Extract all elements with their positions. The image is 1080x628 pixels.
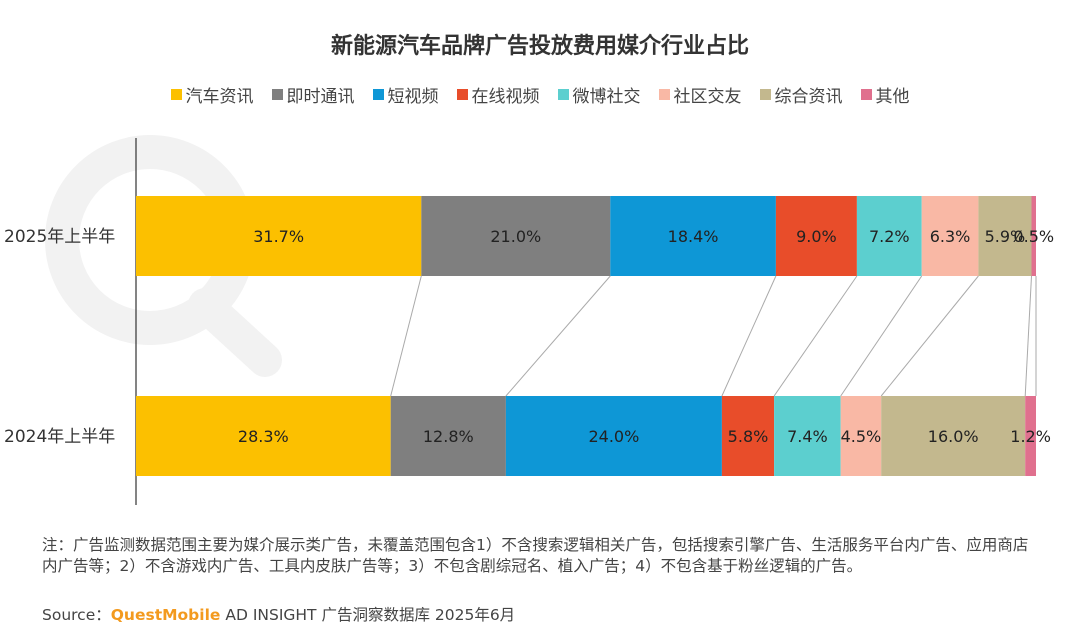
legend-label: 综合资讯 xyxy=(774,87,843,107)
connector-line xyxy=(1024,275,1032,397)
connector-line xyxy=(721,275,777,397)
legend-label: 社区交友 xyxy=(673,87,742,107)
legend-label: 即时通讯 xyxy=(286,87,355,107)
legend-item: 综合资讯 xyxy=(759,82,843,107)
data-label: 0.5% xyxy=(1013,227,1054,246)
bar-segment xyxy=(774,396,841,476)
category-label: 2025年上半年 xyxy=(4,227,115,247)
source-brand: QuestMobile xyxy=(110,606,221,624)
legend-label: 其他 xyxy=(875,87,910,107)
legend-item: 社区交友 xyxy=(658,82,742,107)
data-label: 24.0% xyxy=(588,427,639,446)
data-label: 18.4% xyxy=(668,227,719,246)
legend-swatch xyxy=(759,89,771,100)
legend-item: 其他 xyxy=(860,82,910,107)
data-label: 6.3% xyxy=(930,227,971,246)
bar-segment xyxy=(978,196,1032,276)
data-label: 7.4% xyxy=(787,427,828,446)
legend-item: 即时通讯 xyxy=(271,82,355,107)
bar-segment xyxy=(390,396,506,476)
footnote: 注：广告监测数据范围主要为媒介展示类广告，未覆盖范围包含1）不含搜索逻辑相关广告… xyxy=(42,536,1029,575)
legend: 汽车资讯 即时通讯 短视频 在线视频 微博社交 社区交友 综合资讯 其他 xyxy=(0,82,1080,107)
data-label: 31.7% xyxy=(253,227,304,246)
source-suffix: AD INSIGHT 广告洞察数据库 2025年6月 xyxy=(220,606,516,624)
bar-segment xyxy=(921,196,979,276)
bar-segment xyxy=(1031,196,1036,276)
legend-label: 微博社交 xyxy=(572,87,641,107)
source-prefix: Source： xyxy=(42,606,111,624)
bar-segment xyxy=(136,196,422,276)
data-label: 9.0% xyxy=(796,227,837,246)
data-label: 4.5% xyxy=(841,427,882,446)
bar-segment xyxy=(610,196,776,276)
legend-label: 汽车资讯 xyxy=(185,87,254,107)
connector-line xyxy=(505,275,611,397)
legend-swatch xyxy=(372,89,384,100)
connector-line xyxy=(840,275,923,397)
connector-line xyxy=(390,275,422,397)
legend-item: 短视频 xyxy=(372,82,439,107)
legend-swatch xyxy=(456,89,468,100)
legend-label: 在线视频 xyxy=(471,87,540,107)
legend-item: 在线视频 xyxy=(456,82,540,107)
legend-swatch xyxy=(271,89,283,100)
legend-item: 汽车资讯 xyxy=(170,82,254,107)
legend-item: 微博社交 xyxy=(557,82,641,107)
chart-title: 新能源汽车品牌广告投放费用媒介行业占比 xyxy=(330,34,749,59)
data-label: 1.2% xyxy=(1010,427,1051,446)
data-label: 21.0% xyxy=(490,227,541,246)
legend-swatch xyxy=(860,89,872,100)
data-label: 16.0% xyxy=(928,427,979,446)
source-line: Source：QuestMobile AD INSIGHT 广告洞察数据库 20… xyxy=(42,603,515,625)
bar-segment xyxy=(881,396,1026,476)
legend-label: 短视频 xyxy=(387,87,439,107)
bar-segment xyxy=(505,396,722,476)
category-label: 2024年上半年 xyxy=(4,427,115,447)
connector-line xyxy=(773,275,858,397)
data-label: 12.8% xyxy=(423,427,474,446)
data-label: 7.2% xyxy=(869,227,910,246)
legend-swatch xyxy=(557,89,569,100)
data-label: 5.9% xyxy=(985,227,1026,246)
bar-segment xyxy=(856,196,922,276)
bar-segment xyxy=(775,196,857,276)
legend-swatch xyxy=(170,89,182,100)
bar-segment xyxy=(136,396,391,476)
bar-segment xyxy=(721,396,775,476)
bar-segment xyxy=(1025,396,1036,476)
legend-swatch xyxy=(658,89,670,100)
data-label: 28.3% xyxy=(238,427,289,446)
data-label: 5.8% xyxy=(728,427,769,446)
bar-segment xyxy=(840,396,882,476)
connector-line xyxy=(880,275,979,397)
bar-segment xyxy=(421,196,611,276)
